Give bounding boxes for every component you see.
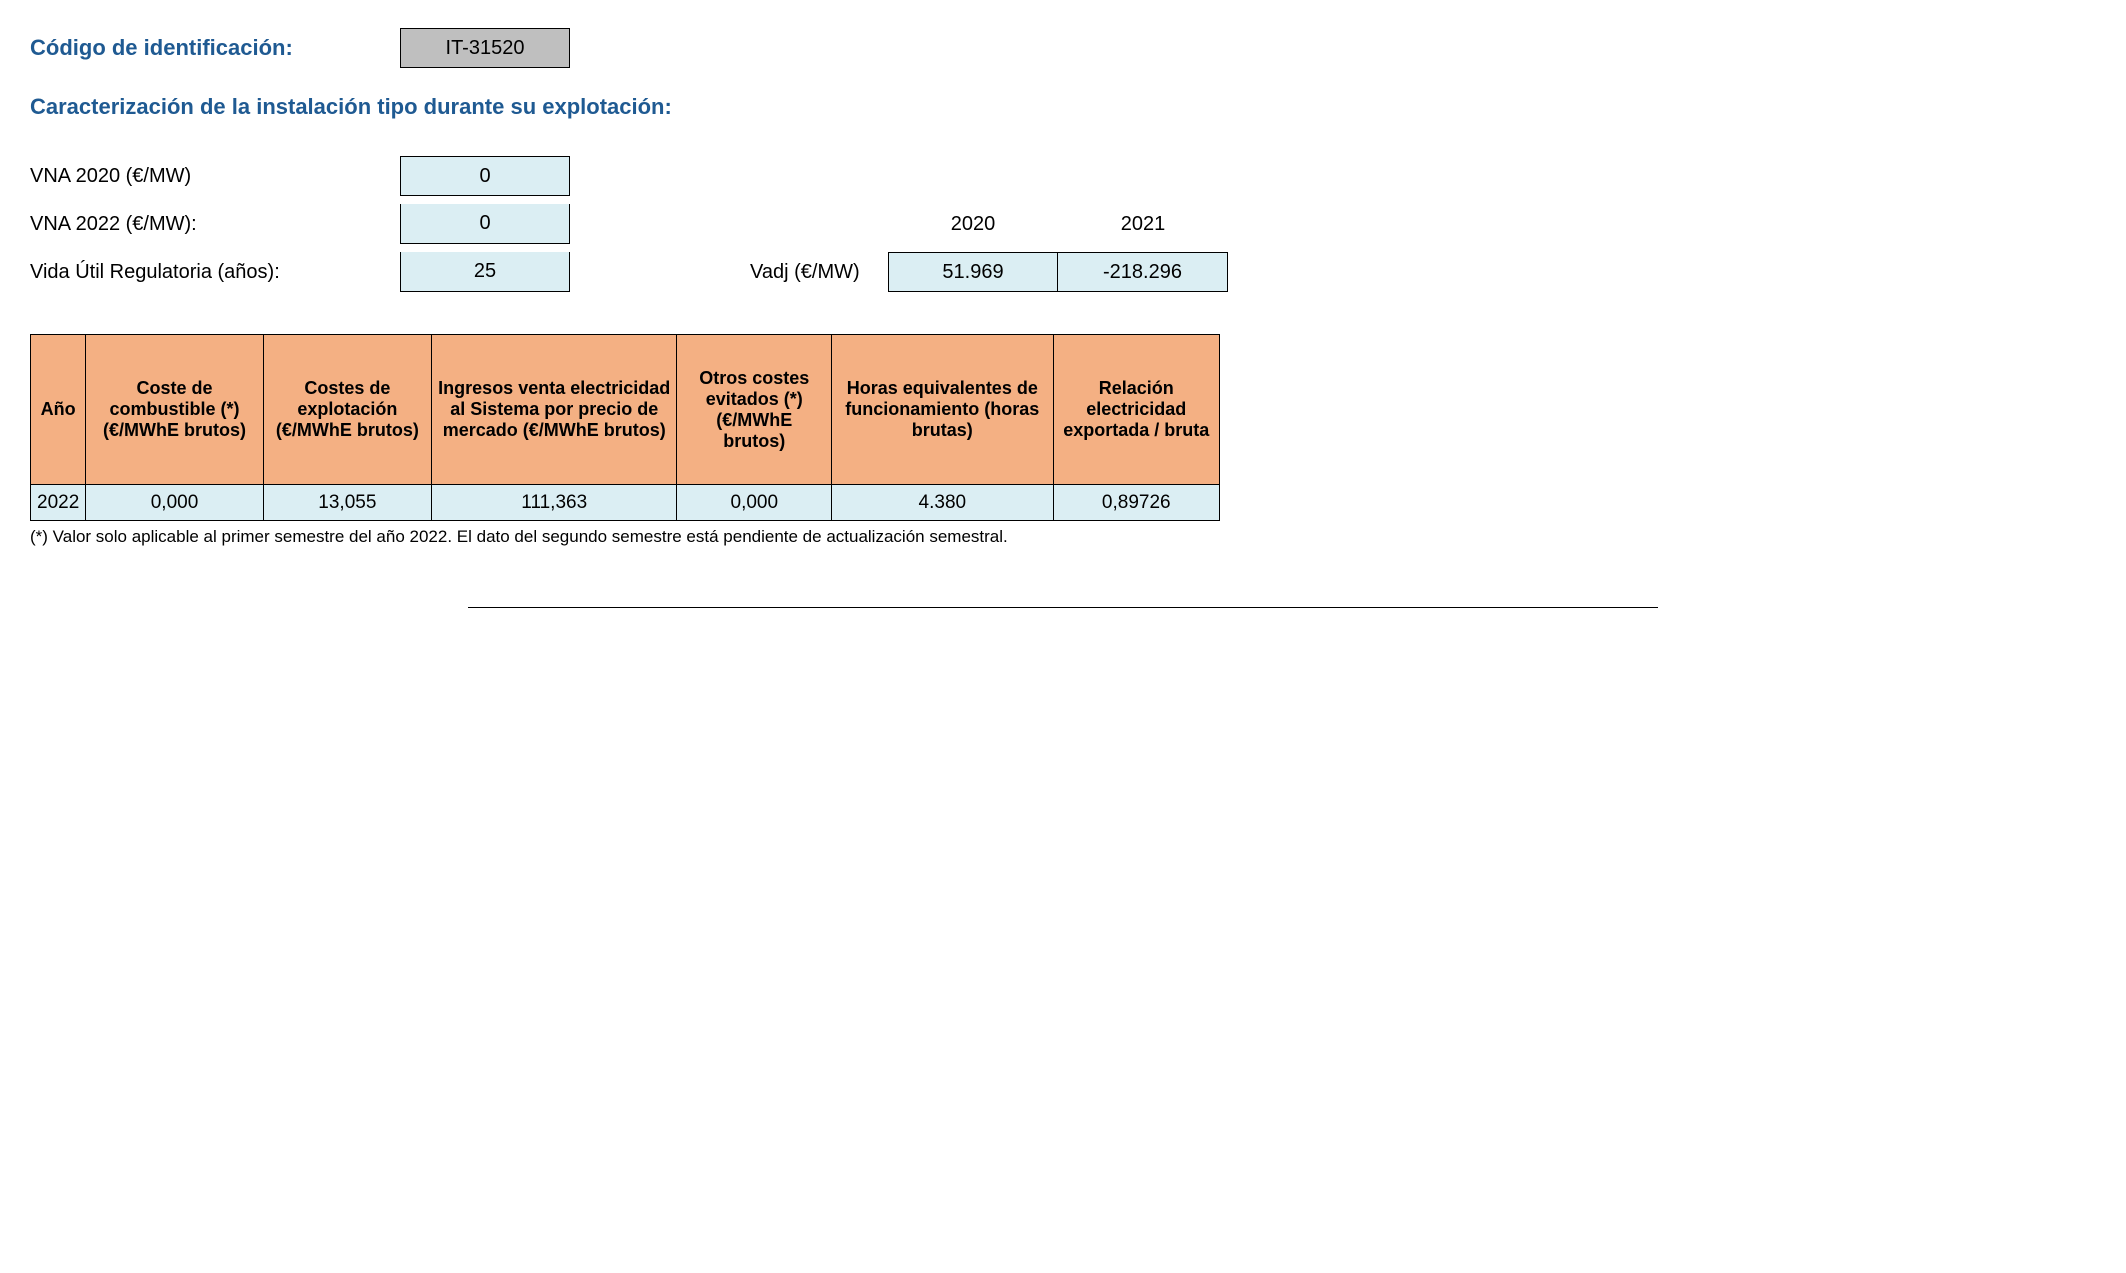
table-row: 2022 0,000 13,055 111,363 0,000 4.380 0,… bbox=[31, 485, 1220, 521]
cell-relacion: 0,89726 bbox=[1053, 485, 1219, 521]
col-header-ingresos: Ingresos venta electricidad al Sistema p… bbox=[431, 335, 676, 485]
col-header-combustible: Coste de combustible (*) (€/MWhE brutos) bbox=[86, 335, 263, 485]
vida-label: Vida Útil Regulatoria (años): bbox=[30, 261, 400, 284]
cell-horas: 4.380 bbox=[832, 485, 1053, 521]
col-header-relacion: Relación electricidad exportada / bruta bbox=[1053, 335, 1219, 485]
col-header-ano: Año bbox=[31, 335, 86, 485]
cell-ingresos: 111,363 bbox=[431, 485, 676, 521]
vadj-year-1: 2020 bbox=[888, 213, 1058, 236]
cell-explotacion: 13,055 bbox=[263, 485, 431, 521]
params-block: VNA 2020 (€/MW) 0 VNA 2022 (€/MW): 0 Vid… bbox=[30, 152, 2096, 296]
col-header-otros: Otros costes evitados (*) (€/MWhE brutos… bbox=[677, 335, 832, 485]
vadj-block: 2020 2021 Vadj (€/MW) 51.969 -218.296 bbox=[750, 200, 1228, 296]
section-title: Caracterización de la instalación tipo d… bbox=[30, 94, 2096, 120]
cell-otros: 0,000 bbox=[677, 485, 832, 521]
cell-ano: 2022 bbox=[31, 485, 86, 521]
vida-value: 25 bbox=[400, 252, 570, 292]
vna2022-label: VNA 2022 (€/MW): bbox=[30, 213, 400, 236]
code-label: Código de identificación: bbox=[30, 35, 400, 61]
vadj-year-2: 2021 bbox=[1058, 213, 1228, 236]
vadj-value-2: -218.296 bbox=[1058, 252, 1228, 292]
divider bbox=[468, 607, 1658, 608]
col-header-horas: Horas equivalentes de funcionamiento (ho… bbox=[832, 335, 1053, 485]
cell-combustible: 0,000 bbox=[86, 485, 263, 521]
vna2022-value: 0 bbox=[400, 204, 570, 244]
vna2020-label: VNA 2020 (€/MW) bbox=[30, 165, 400, 188]
footnote: (*) Valor solo aplicable al primer semes… bbox=[30, 527, 2096, 547]
col-header-explotacion: Costes de explotación (€/MWhE brutos) bbox=[263, 335, 431, 485]
vadj-label: Vadj (€/MW) bbox=[750, 261, 888, 284]
code-value-box: IT-31520 bbox=[400, 28, 570, 68]
vadj-value-1: 51.969 bbox=[888, 252, 1058, 292]
vna2020-value: 0 bbox=[400, 156, 570, 196]
data-table: Año Coste de combustible (*) (€/MWhE bru… bbox=[30, 334, 1220, 521]
